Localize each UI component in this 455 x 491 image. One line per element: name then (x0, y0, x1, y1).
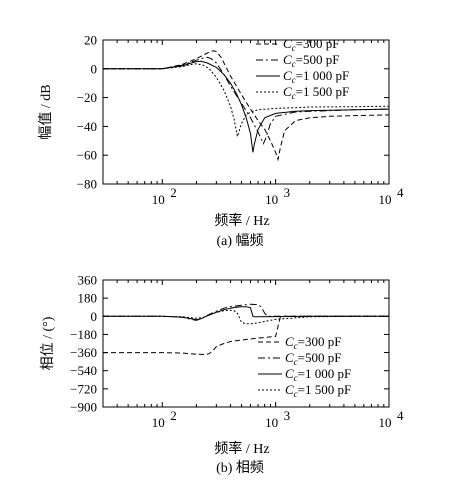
legend-label-main: C (285, 350, 294, 365)
x-tick-label: 10 (379, 192, 392, 207)
figure-caption: (a) 幅频 (216, 233, 263, 249)
legend-label-sub: c (292, 75, 296, 85)
legend-label-main: C (283, 36, 292, 51)
legend-label-rest: =1 500 pF (296, 84, 350, 99)
y-tick-label: 20 (84, 33, 97, 48)
legend-label-sub: c (294, 341, 298, 351)
x-tick-exponent: 2 (170, 408, 177, 423)
legend-label-1: Cc=300 pF (283, 36, 339, 53)
legend-label-sub: c (292, 59, 296, 69)
x-tick-exponent: 4 (397, 185, 404, 200)
x-axis-label: 频率 / Hz (214, 440, 269, 457)
series-line-1 (103, 315, 389, 356)
x-tick-label: 10 (265, 192, 278, 207)
y-axis-label: 幅值 / dB (38, 84, 54, 139)
series-line-4 (103, 309, 389, 325)
y-tick-label: −80 (77, 177, 97, 192)
y-tick-label: 0 (91, 61, 98, 76)
legend-label-sub: c (294, 357, 298, 367)
figure-caption: (b) 相频 (216, 460, 264, 476)
series-line-3 (103, 306, 389, 321)
series-line-1 (103, 50, 390, 162)
legend-label-rest: =300 pF (296, 36, 340, 51)
x-tick-exponent: 4 (397, 408, 404, 423)
legend-label-2: Cc=500 pF (285, 350, 341, 367)
y-tick-label: −60 (77, 148, 97, 163)
legend-label-rest: =1 000 pF (298, 366, 352, 381)
x-tick-label: 10 (152, 192, 165, 207)
x-tick-exponent: 3 (284, 185, 291, 200)
x-tick-label: 10 (152, 415, 165, 430)
y-tick-label: −20 (77, 90, 97, 105)
x-tick-label: 10 (265, 415, 278, 430)
x-axis-label: 频率 / Hz (214, 212, 269, 229)
y-tick-label: 360 (78, 273, 98, 288)
y-tick-label: −540 (70, 363, 97, 378)
x-tick-exponent: 3 (284, 408, 291, 423)
legend-label-3: Cc=1 000 pF (285, 366, 351, 383)
y-tick-label: −40 (77, 119, 97, 134)
series-line-3 (103, 60, 390, 153)
legend-label-rest: =500 pF (298, 350, 342, 365)
legend-label-main: C (285, 366, 294, 381)
y-tick-label: 180 (78, 291, 98, 306)
legend-label-2: Cc=500 pF (283, 52, 339, 69)
legend-label-1: Cc=300 pF (285, 334, 341, 351)
legend-label-3: Cc=1 000 pF (283, 68, 349, 85)
legend-label-main: C (283, 52, 292, 67)
y-axis-label: 相位 / (°) (40, 316, 56, 370)
series-line-4 (103, 63, 390, 137)
legend-label-sub: c (292, 43, 296, 53)
y-tick-label: −720 (70, 381, 97, 396)
x-tick-label: 10 (379, 415, 392, 430)
legend-label-sub: c (292, 91, 296, 101)
legend-label-main: C (285, 382, 294, 397)
y-tick-label: −180 (70, 327, 97, 342)
legend-label-rest: =1 000 pF (296, 68, 350, 83)
plot-frame (102, 39, 390, 185)
y-tick-label: 0 (91, 309, 98, 324)
legend-label-sub: c (294, 389, 298, 399)
y-tick-label: −360 (70, 345, 97, 360)
chart-2: 10 2 10 3 10 43601800−180−360−540−720−900Cc=3… (40, 273, 404, 477)
legend-label-rest: =1 500 pF (298, 382, 352, 397)
legend-label-rest: =300 pF (298, 334, 342, 349)
plot-frame (102, 279, 390, 408)
legend-label-4: Cc=1 500 pF (285, 382, 351, 399)
legend-label-main: C (283, 84, 292, 99)
legend-label-main: C (283, 68, 292, 83)
legend-label-sub: c (294, 373, 298, 383)
legend-label-rest: =500 pF (296, 52, 340, 67)
legend-label-4: Cc=1 500 pF (283, 84, 349, 101)
x-tick-exponent: 2 (170, 185, 177, 200)
legend-label-main: C (285, 334, 294, 349)
y-tick-label: −900 (70, 400, 97, 415)
